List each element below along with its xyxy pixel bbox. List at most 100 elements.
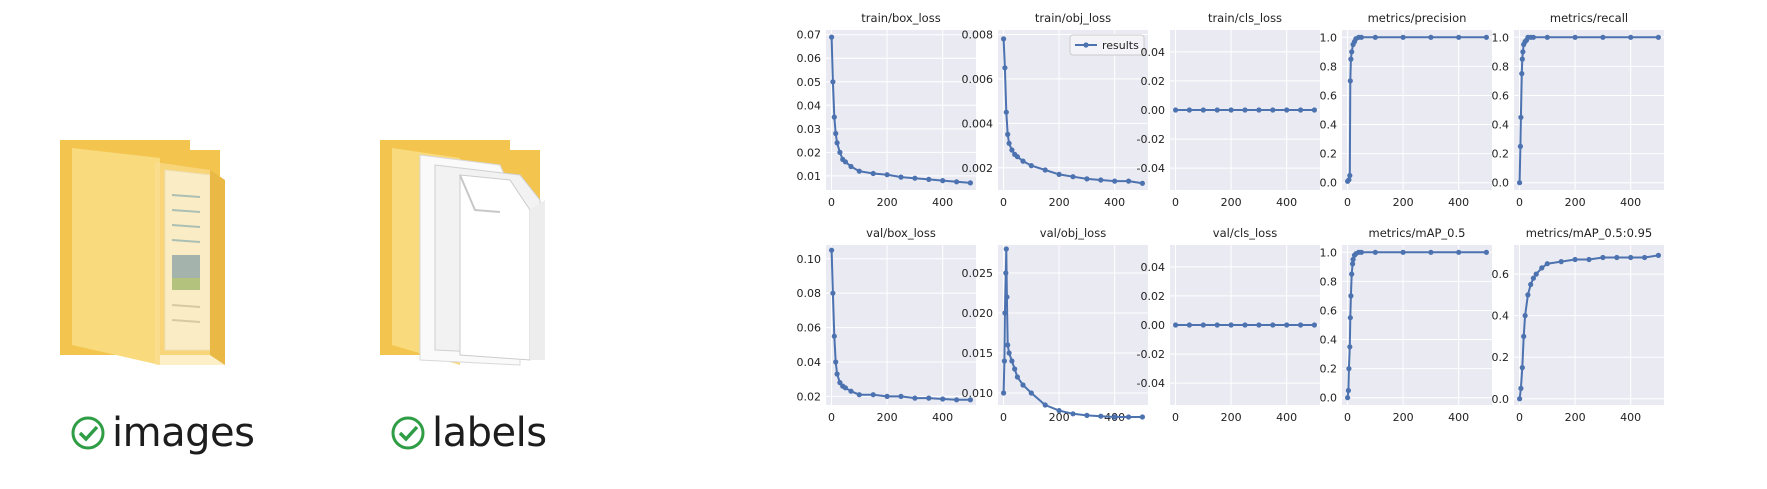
subplot-10: 0.0 0.2 0.4 0.6 0 200 400 metrics/mAP_0.5:0.95 <box>1492 226 1664 424</box>
data-point <box>912 395 918 401</box>
data-point <box>1001 36 1007 42</box>
y-tick-label: 0.010 <box>962 387 994 400</box>
y-tick-label: 0.4 <box>1320 119 1338 132</box>
x-tick-label: 0 <box>1516 411 1523 424</box>
data-point <box>1348 56 1354 62</box>
data-point <box>1544 261 1550 267</box>
y-tick-label: 0.07 <box>797 29 822 42</box>
data-point <box>1628 34 1634 40</box>
x-tick-label: 0 <box>1344 411 1351 424</box>
data-point <box>1186 322 1192 328</box>
data-point <box>1428 249 1434 255</box>
x-tick-label: 200 <box>1049 411 1070 424</box>
data-point <box>1084 176 1090 182</box>
plot-area <box>1342 245 1492 405</box>
data-point <box>1028 163 1034 169</box>
data-point <box>926 395 932 401</box>
y-tick-label: 0.0 <box>1492 393 1510 406</box>
x-tick-label: 400 <box>1448 411 1469 424</box>
data-point <box>1655 252 1661 258</box>
data-point <box>870 170 876 177</box>
data-point <box>837 380 843 386</box>
x-tick-label: 200 <box>1565 196 1586 209</box>
x-tick-label: 0 <box>828 411 835 424</box>
data-point <box>829 247 835 253</box>
data-point <box>1517 180 1523 186</box>
folder-images-icon <box>60 140 225 365</box>
y-tick-label: 1.0 <box>1320 246 1338 259</box>
subplot-title: metrics/mAP_0.5 <box>1369 226 1466 240</box>
data-point <box>848 163 854 170</box>
data-point <box>833 130 839 137</box>
subplot-6: 0.02 0.04 0.06 0.08 0.10 0 200 400 val/box_loss <box>797 226 976 424</box>
data-point <box>1347 315 1353 321</box>
data-point <box>1042 167 1048 173</box>
subplot-3: -0.04 -0.02 0.00 0.02 0.04 0 200 400 train/cls_l… <box>1137 11 1320 209</box>
data-point <box>1284 107 1290 113</box>
data-point <box>1400 249 1406 255</box>
data-point <box>926 176 932 182</box>
y-tick-label: 0.2 <box>1492 351 1510 364</box>
data-point <box>1525 292 1531 298</box>
data-point <box>1242 322 1248 328</box>
x-tick-label: 200 <box>1565 411 1586 424</box>
data-point <box>1112 414 1118 420</box>
data-point <box>1214 107 1220 113</box>
data-point <box>1311 322 1317 328</box>
data-point <box>1002 310 1008 316</box>
x-tick-label: 0 <box>828 196 835 209</box>
data-point <box>1345 387 1351 394</box>
y-tick-label: 0.02 <box>1141 290 1166 303</box>
data-point <box>1600 254 1606 261</box>
data-point <box>1228 322 1234 328</box>
plot-area <box>826 30 976 190</box>
x-tick-label: 0 <box>1172 196 1179 209</box>
legend-label: results <box>1102 39 1139 52</box>
data-point <box>1558 259 1564 265</box>
data-point <box>1358 249 1364 255</box>
data-point <box>1528 281 1534 288</box>
y-tick-label: -0.04 <box>1137 377 1165 390</box>
x-tick-label: 0 <box>1000 196 1007 209</box>
subplot-title: train/box_loss <box>861 11 940 25</box>
data-point <box>1186 107 1192 113</box>
data-point <box>954 397 960 403</box>
data-point <box>1009 358 1015 364</box>
y-tick-label: 0.6 <box>1492 268 1510 281</box>
y-tick-label: 0.02 <box>797 390 822 403</box>
data-point <box>1298 322 1304 328</box>
data-point <box>830 79 836 85</box>
data-point <box>1655 34 1661 40</box>
subplot-title: metrics/recall <box>1550 11 1628 25</box>
x-tick-label: 200 <box>877 196 898 209</box>
folder-images[interactable]: images <box>60 140 290 470</box>
x-tick-label: 200 <box>1393 196 1414 209</box>
data-point <box>1628 254 1634 261</box>
y-tick-label: 0.4 <box>1320 334 1338 347</box>
y-tick-label: 0.006 <box>962 73 994 86</box>
y-tick-label: -0.02 <box>1137 348 1165 361</box>
training-results-chart: 0.01 0.02 0.03 0.04 0.05 0.06 0.07 0 200 400 train… <box>797 11 1664 424</box>
data-point <box>1020 382 1026 388</box>
folder-labels[interactable]: labels <box>380 140 610 470</box>
subplot-1: 0.01 0.02 0.03 0.04 0.05 0.06 0.07 0 200 400 train… <box>797 11 976 209</box>
y-tick-label: 0.6 <box>1320 304 1338 317</box>
x-tick-label: 400 <box>1448 196 1469 209</box>
data-point <box>1518 114 1524 120</box>
data-point <box>1084 412 1090 418</box>
y-tick-label: 0.06 <box>797 322 822 335</box>
y-tick-label: 0.4 <box>1492 119 1510 132</box>
data-point <box>831 114 837 120</box>
y-tick-label: 0.10 <box>797 253 822 266</box>
data-point <box>831 333 837 339</box>
y-tick-label: 0.03 <box>797 123 822 136</box>
y-tick-label: 0.2 <box>1320 363 1338 376</box>
data-point <box>1006 140 1012 146</box>
y-tick-label: 0.04 <box>1141 261 1166 274</box>
data-point <box>1522 313 1528 319</box>
data-point <box>1042 402 1048 408</box>
data-point <box>1614 254 1620 261</box>
data-point <box>870 392 876 398</box>
x-tick-label: 0 <box>1000 411 1007 424</box>
x-tick-label: 400 <box>932 196 953 209</box>
